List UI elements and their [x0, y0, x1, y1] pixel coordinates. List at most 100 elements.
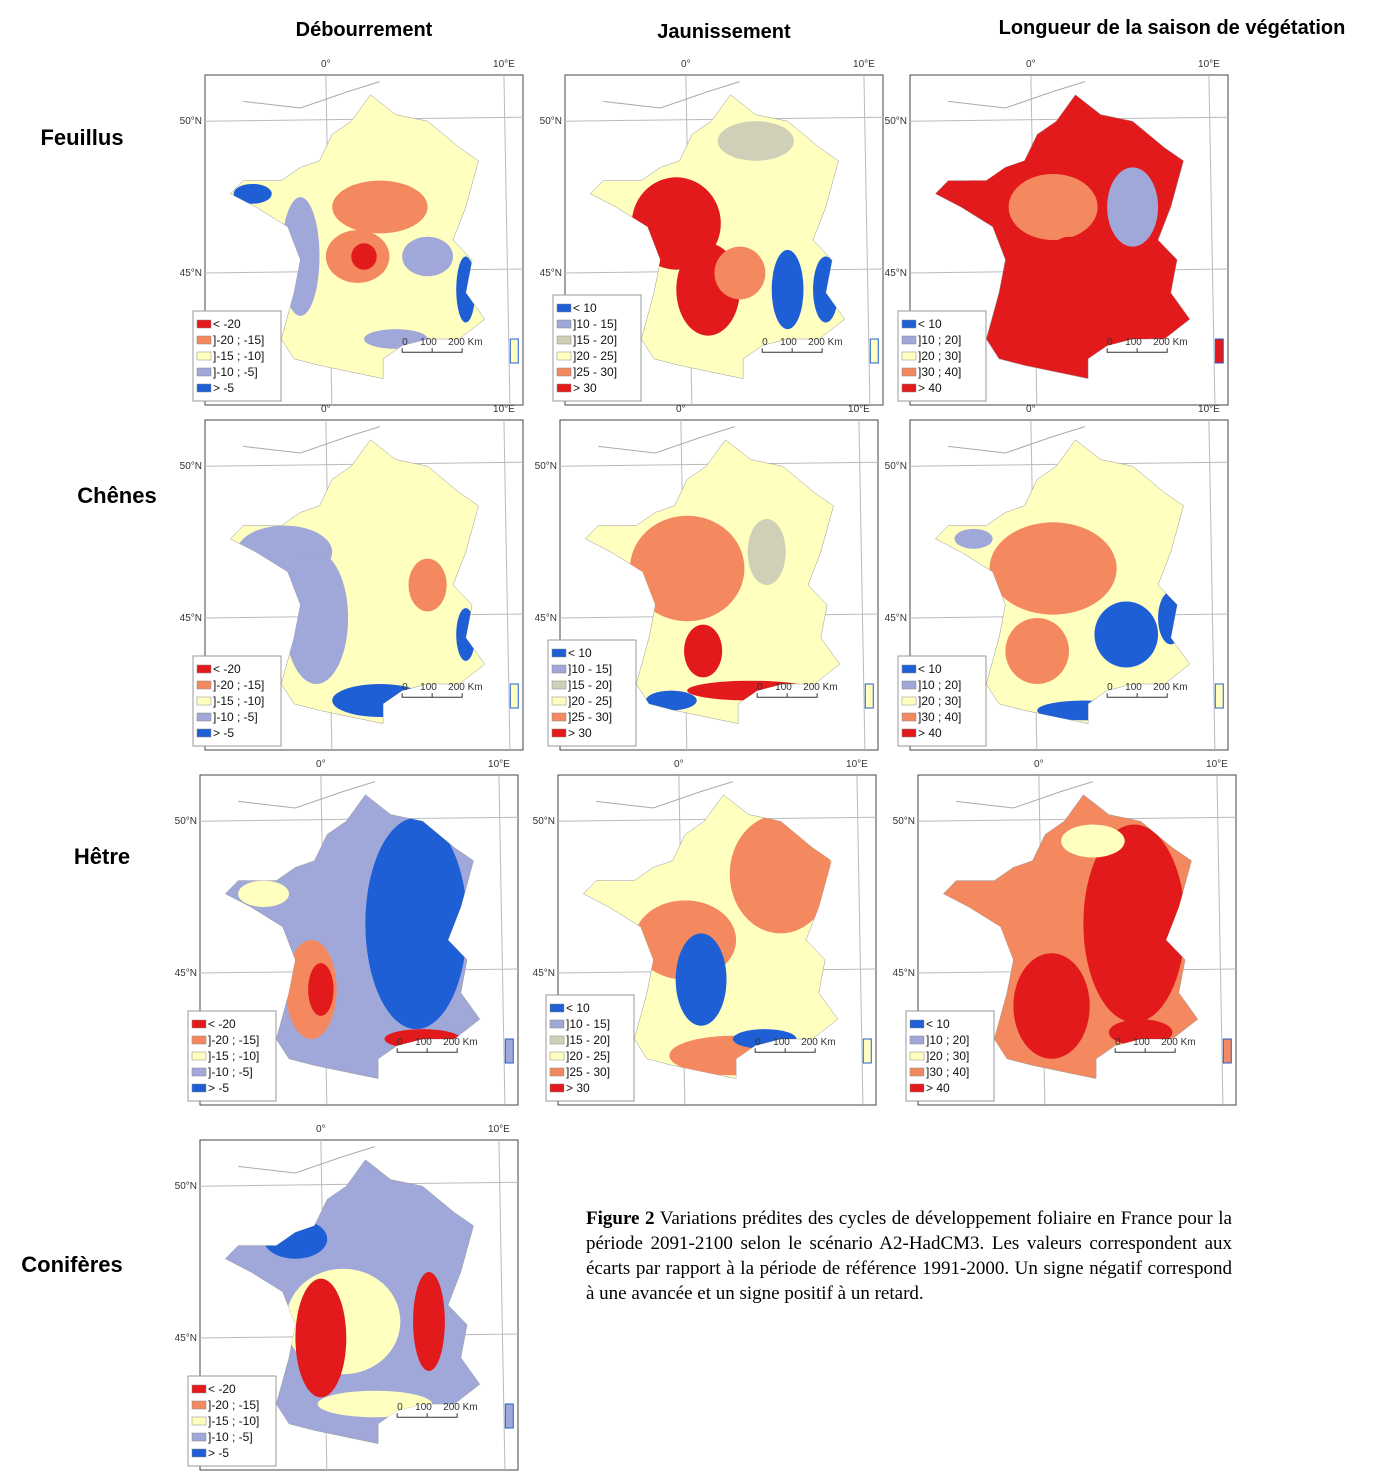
legend-label: ]20 - 25] — [566, 1049, 610, 1063]
lat-label: 45°N — [180, 613, 202, 624]
class-area — [1008, 174, 1098, 240]
graticule — [858, 419, 866, 751]
lat-label: 50°N — [535, 461, 557, 472]
lat-label: 45°N — [175, 968, 197, 979]
legend-swatch — [191, 1067, 207, 1077]
legend-label: ]10 ; 20] — [918, 333, 961, 347]
lon-label: 10°E — [1198, 404, 1220, 415]
legend-swatch — [556, 335, 572, 345]
legend-label: ]25 - 30] — [566, 1065, 610, 1079]
caption-text: Variations prédites des cycles de dévelo… — [586, 1208, 1232, 1304]
legend-swatch — [191, 1035, 207, 1045]
legend-label: ]-20 ; -15] — [208, 1398, 259, 1412]
lon-label: 10°E — [1206, 759, 1228, 770]
legend-swatch — [909, 1035, 925, 1045]
legend-label: ]20 ; 30] — [918, 349, 961, 363]
classes — [263, 1219, 445, 1418]
legend-label: ]-20 ; -15] — [213, 678, 264, 692]
legend-swatch — [196, 712, 212, 722]
scale-label: 200 Km — [443, 1037, 477, 1048]
lat-label: 45°N — [533, 968, 555, 979]
legend-swatch — [909, 1051, 925, 1061]
corsica — [862, 1038, 872, 1064]
scale-label: 100 — [773, 1037, 790, 1048]
scale-label: 100 — [420, 337, 437, 348]
scale-label: 100 — [1125, 337, 1142, 348]
scale-label: 100 — [1125, 682, 1142, 693]
scale-label: 0 — [397, 1037, 403, 1048]
class-area — [645, 690, 697, 711]
classes — [236, 525, 476, 717]
class-area — [332, 180, 428, 234]
neighbour-border — [603, 81, 741, 109]
scale-label: 0 — [397, 1402, 403, 1413]
lat-label: 45°N — [885, 613, 907, 624]
scale-label: 100 — [780, 337, 797, 348]
lat-label: 45°N — [180, 268, 202, 279]
lon-label: 0° — [316, 1124, 326, 1135]
lon-label: 10°E — [488, 759, 510, 770]
legend-swatch — [551, 648, 567, 658]
legend-swatch — [191, 1400, 207, 1410]
legend-swatch — [556, 367, 572, 377]
scale-label: 0 — [757, 682, 763, 693]
scale-label: 0 — [402, 337, 408, 348]
neighbour-border — [948, 81, 1086, 109]
scale-label: 0 — [1115, 1037, 1121, 1048]
scale-label: 0 — [762, 337, 768, 348]
lat-label: 45°N — [885, 268, 907, 279]
corsica — [1222, 1038, 1232, 1064]
graticule — [1208, 74, 1216, 406]
class-area — [351, 243, 377, 270]
corsica — [1214, 338, 1224, 364]
legend-label: ]-15 ; -10] — [208, 1414, 259, 1428]
legend-swatch — [196, 319, 212, 329]
legend-label: > -5 — [213, 381, 234, 395]
class-area — [771, 249, 804, 330]
legend-swatch — [901, 664, 917, 674]
legend-swatch — [901, 712, 917, 722]
lon-label: 0° — [681, 59, 691, 70]
lon-label: 0° — [321, 404, 331, 415]
legend-label: ]10 ; 20] — [926, 1033, 969, 1047]
legend-label: ]10 - 15] — [573, 317, 617, 331]
map-panel: 0° 10°E 50°N 45°N 0 100 200 Km < -20]-20 ; -15]… — [180, 404, 524, 751]
lon-label: 0° — [316, 759, 326, 770]
lon-label: 0° — [1026, 59, 1036, 70]
class-area — [295, 1278, 347, 1398]
neighbour-border — [598, 426, 736, 454]
class-area — [1119, 273, 1159, 339]
scale-label: 200 Km — [443, 1402, 477, 1413]
legend-label: ]20 - 25] — [568, 694, 612, 708]
scale-label: 200 Km — [1153, 337, 1187, 348]
lon-label: 0° — [676, 404, 686, 415]
legend-label: ]-15 ; -10] — [213, 694, 264, 708]
legend-label: < 10 — [918, 662, 942, 676]
lon-label: 0° — [1026, 404, 1036, 415]
lat-label: 50°N — [540, 116, 562, 127]
class-area — [629, 515, 745, 622]
legend-label: < -20 — [208, 1382, 236, 1396]
classes — [984, 824, 1186, 1059]
corsica — [864, 683, 874, 709]
legend-label: < -20 — [213, 317, 241, 331]
legend-label: ]-10 ; -5] — [213, 710, 258, 724]
lon-label: 10°E — [1198, 59, 1220, 70]
legend-swatch — [191, 1448, 207, 1458]
legend-swatch — [556, 351, 572, 361]
map-panel: 0° 10°E 50°N 45°N 0 100 200 Km < -20]-20 ; -15]… — [180, 59, 524, 406]
legend-label: < 10 — [926, 1017, 950, 1031]
map-panel: 0° 10°E 50°N 45°N 0 100 200 Km < 10]10 ; 20]]20… — [885, 59, 1229, 406]
caption: Figure 2 Variations prédites des cycles … — [586, 1206, 1232, 1306]
legend-label: > 30 — [566, 1081, 590, 1095]
lat-label: 45°N — [893, 968, 915, 979]
scale-label: 0 — [1107, 682, 1113, 693]
legend-swatch — [901, 351, 917, 361]
legend-swatch — [909, 1067, 925, 1077]
corsica — [504, 1038, 514, 1064]
scale-label: 200 Km — [803, 682, 837, 693]
class-area — [1061, 824, 1125, 858]
legend-label: < 10 — [573, 301, 597, 315]
